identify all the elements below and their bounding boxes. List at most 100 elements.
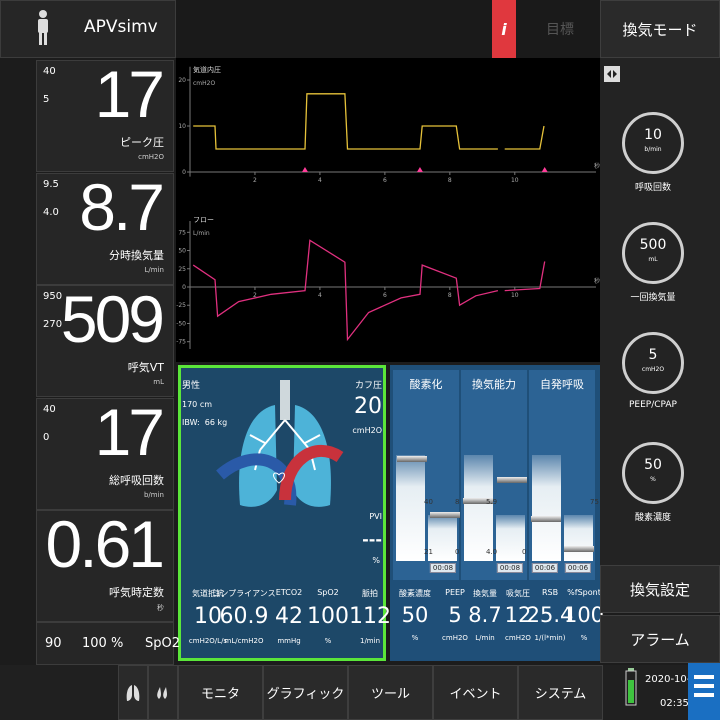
vs-unit: cmH2O: [505, 634, 531, 642]
alarm-low: 5: [43, 94, 50, 105]
control-dial[interactable]: [622, 112, 684, 174]
vs-value: 50: [401, 603, 429, 627]
vs-bar: [396, 455, 425, 561]
collapse-icon[interactable]: [604, 66, 620, 82]
spo2-row-text: 90: [45, 636, 62, 651]
y-tick-label: 0: [182, 284, 186, 291]
tab[interactable]: グラフィック: [263, 665, 348, 720]
vs-scale-label: 0: [455, 548, 460, 556]
y-tick-label: 10: [178, 123, 186, 130]
vs-label: 換気量: [473, 589, 497, 598]
vs-scale-label: 8: [455, 498, 460, 506]
vs-slider: [430, 512, 460, 518]
parameter-value: 509: [60, 282, 165, 356]
control-value: 50: [644, 457, 662, 473]
alarm-low: 0: [43, 431, 50, 443]
parameter-box[interactable]: [36, 510, 174, 622]
cuff-unit: cmH2O: [352, 426, 382, 435]
vs-slider: [497, 477, 527, 483]
vs-bar: [496, 515, 525, 561]
waveform: [192, 239, 546, 342]
mode-name: APVsimv: [84, 17, 158, 37]
target-button[interactable]: 目標: [546, 22, 574, 38]
vs-scale-label: 75: [590, 498, 599, 506]
parameter-box[interactable]: [36, 60, 174, 172]
mode-button[interactable]: 換気モード: [600, 0, 720, 58]
y-tick-label: 50: [178, 248, 186, 255]
side-button[interactable]: アラーム: [600, 615, 720, 663]
alarm-high: 40: [43, 403, 56, 415]
reading-label: コンプライアンス: [212, 589, 276, 598]
y-tick-label: 75: [178, 229, 186, 236]
vs-timer: 00:06: [564, 563, 592, 573]
reading-unit: mmHg: [277, 637, 301, 645]
x-tick-label: 10: [511, 292, 519, 299]
vs-bar: [532, 455, 561, 561]
side-button[interactable]: 換気設定: [600, 565, 720, 613]
parameter-value: 8.7: [79, 169, 165, 244]
reading-value: 10: [194, 604, 222, 629]
vs-slider: [397, 456, 427, 462]
x-unit: 秒: [594, 277, 600, 285]
alarm-high: 40: [43, 66, 56, 77]
x-unit: 秒: [594, 162, 600, 170]
vs-scale-label: 21: [424, 548, 433, 556]
vs-label: 吸気圧: [506, 589, 530, 598]
alarm-high: 950: [43, 291, 63, 302]
vs-timer: 00:08: [496, 563, 524, 573]
y-tick-label: 25: [178, 266, 186, 273]
y-unit: cmH2O: [193, 80, 215, 87]
vs-unit: 1/(l*min): [534, 634, 566, 642]
reading-label: 気道抵抗: [192, 589, 224, 598]
logo: [688, 660, 720, 720]
info-button[interactable]: i: [492, 0, 516, 58]
tab[interactable]: イベント: [433, 665, 518, 720]
y-tick-label: -50: [176, 320, 186, 327]
mode-panel[interactable]: [0, 0, 176, 58]
x-tick-label: 8: [448, 292, 452, 299]
tab[interactable]: ツール: [348, 665, 433, 720]
vs-unit: %: [411, 634, 419, 642]
lung-graphic: [216, 380, 344, 507]
control-value: 5: [648, 347, 658, 363]
pvi-unit: %: [372, 556, 380, 565]
pvi-label: PVI: [369, 512, 382, 521]
reading-unit: 1/min: [359, 637, 381, 645]
vs-unit: cmH2O: [442, 634, 468, 642]
parameter-box[interactable]: [36, 397, 174, 510]
tab[interactable]: システム: [518, 665, 603, 720]
alarm-high: 9.5: [43, 178, 59, 190]
tab[interactable]: モニタ: [178, 665, 263, 720]
control-dial[interactable]: [622, 332, 684, 394]
spo2-row-text: 100 %: [82, 636, 124, 651]
control-label: 一回換気量: [630, 293, 676, 303]
vs-scale-label: 40: [424, 498, 433, 506]
lung-icon-button[interactable]: [118, 665, 148, 720]
parameter-box[interactable]: [36, 172, 174, 285]
control-dial[interactable]: [622, 222, 684, 284]
x-tick-label: 2: [253, 177, 257, 184]
vs-label: PEEP: [445, 588, 465, 597]
vs-value: 100: [563, 603, 605, 627]
spo2-row: [36, 622, 174, 665]
reading-unit: cmH2O/L/s: [188, 637, 228, 645]
vs-value: 5: [448, 603, 462, 627]
control-unit: cmH2O: [641, 366, 665, 373]
parameter-label: 呼気VT: [127, 361, 164, 374]
sex: 男性: [182, 381, 201, 391]
drops-icon-button[interactable]: [148, 665, 178, 720]
parameter-box[interactable]: [36, 285, 174, 397]
patient-icon: [38, 10, 48, 45]
y-tick-label: 0: [182, 169, 186, 176]
control-value: 500: [639, 237, 667, 253]
date: 2020-10-06: [645, 674, 704, 685]
y-tick-label: -25: [176, 302, 186, 309]
alarm-low: 4.0: [43, 206, 59, 218]
vs-timer: 00:08: [429, 563, 457, 573]
reading-value: 42: [275, 604, 303, 629]
vs-bar: [564, 515, 593, 561]
control-unit: %: [650, 476, 656, 483]
control-dial[interactable]: [622, 442, 684, 504]
